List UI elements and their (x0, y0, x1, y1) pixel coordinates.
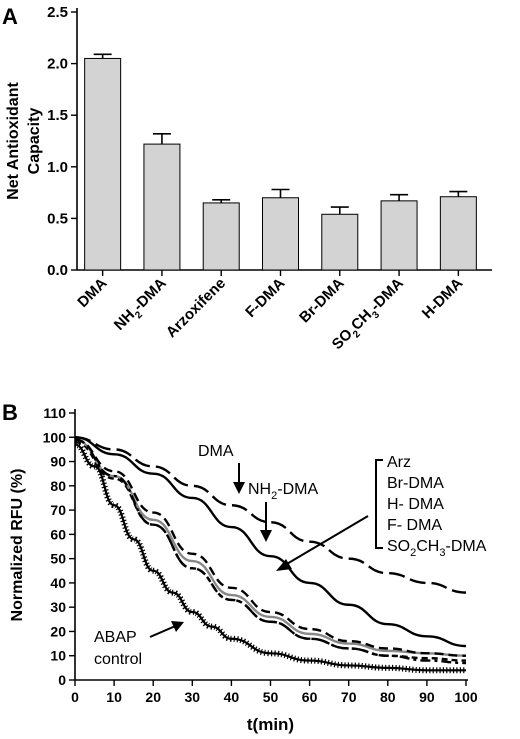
bracket-label: SO2CH3-DMA (387, 538, 487, 559)
x-tick-label: 10 (106, 689, 122, 705)
series-line (74, 438, 467, 657)
series-line (74, 436, 467, 594)
y-tick-label: 10 (50, 648, 66, 664)
bar (321, 213, 359, 271)
panel-a-bar-chart: A Net Antioxidant Capacity 0.0 0.5 1.0 1.5 2.0 2… (2, 4, 492, 353)
x-tick-label: 40 (224, 689, 240, 705)
bar (202, 202, 240, 271)
bracket-label: F- DMA (387, 517, 442, 534)
arrow-bracket (279, 515, 369, 569)
x-tick-label: 90 (419, 689, 435, 705)
panel-b-line-chart: B Normalized RFU (%) t(min) 0 10 20 30 40 50 60 70… (2, 400, 487, 734)
x-tick-label: 80 (380, 689, 396, 705)
annotation-nh2-dma: NH2-DMA (248, 481, 318, 502)
x-tick-label: 0 (71, 689, 79, 705)
x-tick-label: 60 (302, 689, 318, 705)
y-tick-label: 70 (50, 502, 66, 518)
x-tick-label: Br-DMA (296, 275, 348, 327)
y-axis-label: Normalized RFU (%) (9, 469, 26, 622)
panel-label-a: A (2, 4, 18, 29)
bar (84, 57, 122, 271)
bar (262, 197, 299, 271)
bracket-label: H- DMA (387, 496, 444, 513)
y-tick-label: 1.0 (47, 159, 68, 176)
panel-label-b: B (2, 400, 18, 425)
bar (439, 196, 477, 271)
y-tick-label: 30 (50, 599, 66, 615)
x-axis-label: t(min) (247, 715, 294, 734)
x-tick-label: 30 (185, 689, 201, 705)
arrow-head (260, 530, 272, 542)
bar (143, 143, 181, 271)
y-tick-label: 110 (43, 405, 66, 421)
arrow-head (233, 482, 245, 494)
y-tick-label: 80 (50, 478, 66, 494)
bracket-label: Arz (387, 454, 411, 471)
y-axis-label-line2: Capacity (26, 108, 43, 175)
bracket-label: Br-DMA (387, 475, 444, 492)
x-tick-label: 50 (263, 689, 279, 705)
x-tick-label: Arzoxifene (163, 275, 229, 341)
x-tick-label: DMA (74, 275, 110, 311)
bar (380, 200, 418, 271)
x-tick-label: H-DMA (419, 275, 466, 322)
y-tick-label: 100 (43, 429, 67, 445)
series-line (74, 438, 467, 665)
y-axis-label-line1: Net Antioxidant (5, 82, 22, 200)
annotation-abap: ABAP (94, 629, 137, 646)
y-tick-label: 60 (50, 526, 66, 542)
y-tick-label: 1.5 (47, 107, 68, 124)
y-tick-label: 40 (50, 575, 66, 591)
x-tick-label: 70 (341, 689, 357, 705)
x-tick-label: F-DMA (242, 275, 288, 321)
y-tick-label: 50 (50, 551, 66, 567)
annotation-control: control (94, 651, 142, 668)
series-line (74, 436, 467, 648)
x-tick-label: 100 (454, 689, 478, 705)
bracket (375, 459, 383, 549)
y-tick-label: 0.5 (47, 210, 68, 227)
y-tick-label: 20 (50, 623, 66, 639)
arrow-head (171, 621, 184, 632)
y-tick-label: 0 (58, 672, 66, 688)
arrow-head (276, 559, 292, 571)
y-tick-label: 2.0 (47, 56, 68, 73)
y-tick-label: 2.5 (47, 4, 68, 21)
series-line-hatch (74, 441, 466, 674)
y-tick-label: 90 (50, 454, 66, 470)
annotation-dma: DMA (198, 443, 234, 460)
x-tick-label: 20 (145, 689, 161, 705)
y-tick-label: 0.0 (47, 262, 68, 279)
